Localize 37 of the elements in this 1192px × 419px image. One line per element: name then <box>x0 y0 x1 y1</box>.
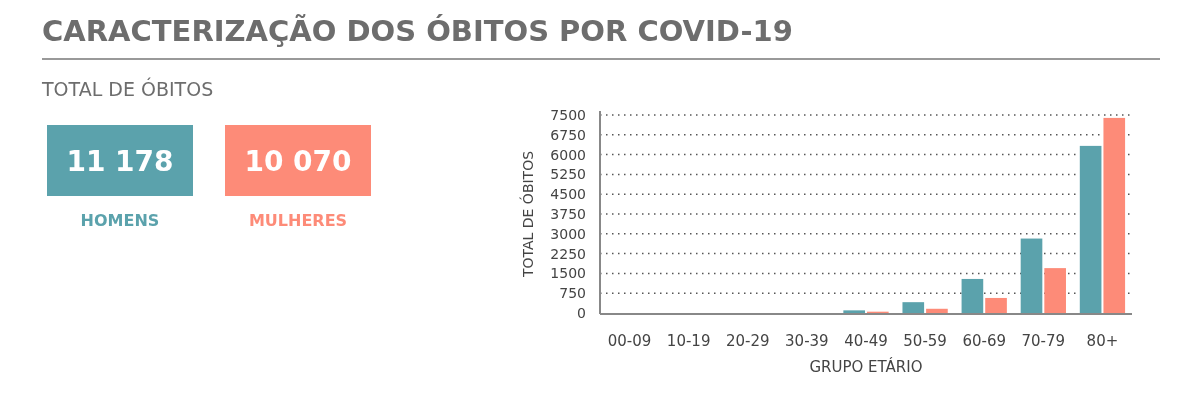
x-tick-label: 80+ <box>1086 332 1119 350</box>
x-tick-label: 70-79 <box>1021 332 1066 350</box>
bar <box>1079 145 1102 313</box>
text: 11 178 <box>66 145 174 178</box>
bar <box>926 308 948 313</box>
x-tick-label: 60-69 <box>962 332 1007 350</box>
bar <box>843 310 865 313</box>
x-tick-label: 10-19 <box>666 332 711 350</box>
y-tick-label: 7500 <box>550 106 586 123</box>
y-tick-label: 3000 <box>550 225 586 242</box>
bar <box>1103 117 1126 313</box>
text: CARACTERIZAÇÃO DOS ÓBITOS POR COVID-19 <box>42 14 793 48</box>
bar <box>985 297 1007 313</box>
text: 10 070 <box>244 145 352 178</box>
y-tick-label: 6000 <box>550 146 586 163</box>
bar <box>1044 268 1066 313</box>
text: TOTAL DE ÓBITOS <box>41 77 214 100</box>
x-tick-label: 20-29 <box>725 332 770 350</box>
y-tick-label: 0 <box>577 304 586 321</box>
y-tick-label: 5250 <box>550 166 586 183</box>
y-tick-label: 2250 <box>550 245 586 262</box>
y-tick-label: 1500 <box>550 265 586 282</box>
x-tick-label: 30-39 <box>785 332 829 350</box>
y-tick-label: 6750 <box>550 126 586 143</box>
bar <box>961 278 984 313</box>
bar <box>902 302 925 313</box>
x-axis-title: GRUPO ETÁRIO <box>809 357 923 376</box>
x-tick-label: 40-49 <box>844 332 888 350</box>
category-label: HOMENS <box>80 211 160 230</box>
bar <box>1020 238 1043 313</box>
y-tick-label: 3750 <box>550 205 586 222</box>
y-axis-title: TOTAL DE ÓBITOS <box>519 150 536 279</box>
y-tick-label: 4500 <box>550 186 586 203</box>
y-tick-label: 750 <box>559 285 586 302</box>
x-tick-label: 50-59 <box>903 332 947 350</box>
x-tick-label: 00-09 <box>607 332 652 350</box>
category-label: MULHERES <box>248 211 348 230</box>
